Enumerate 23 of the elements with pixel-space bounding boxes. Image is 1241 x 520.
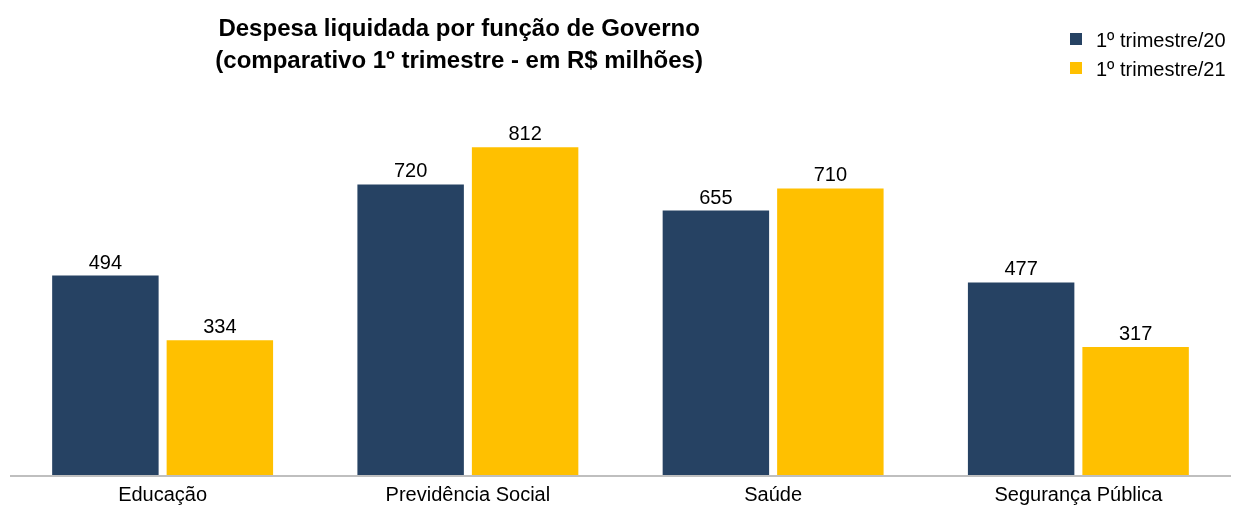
legend-label: 1º trimestre/21	[1096, 57, 1226, 80]
data-label: 812	[508, 122, 542, 145]
bar	[777, 188, 884, 475]
data-label: 655	[699, 185, 733, 208]
data-label: 720	[393, 159, 428, 182]
bar	[1082, 347, 1189, 475]
x-tick-label: Previdência Social	[385, 482, 551, 505]
bar	[52, 275, 159, 475]
data-label: 317	[1118, 322, 1153, 345]
chart-title: Despesa liquidada por função de Governo (comparativo 1º trimestre - em R$ milhões)	[215, 14, 703, 73]
bar	[967, 282, 1075, 475]
x-tick-label: Segurança Pública	[994, 482, 1164, 505]
data-label: 710	[813, 163, 848, 186]
x-tick-label: Saúde	[744, 482, 803, 505]
bar	[357, 184, 464, 475]
bar	[471, 147, 579, 475]
data-label: 477	[1004, 257, 1038, 280]
data-label: 494	[88, 250, 123, 273]
bar	[166, 340, 274, 475]
bar	[662, 210, 770, 475]
legend-label: 1º trimestre/20	[1096, 28, 1226, 51]
x-tick-label: Educação	[118, 482, 208, 505]
data-label: 334	[203, 315, 237, 338]
